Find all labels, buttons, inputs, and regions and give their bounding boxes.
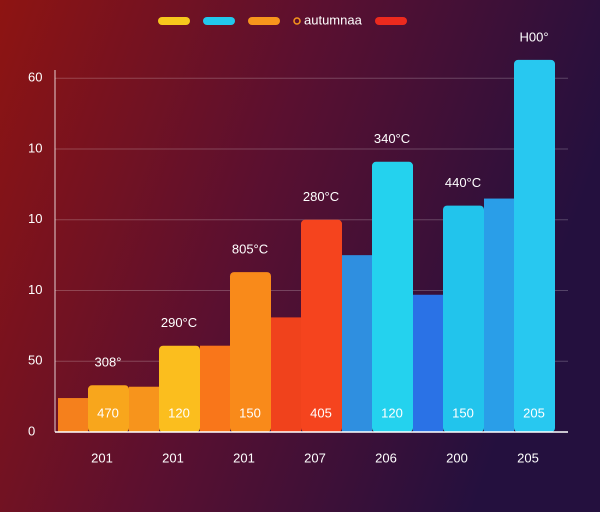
x-tick-label: 207 xyxy=(304,450,326,465)
bar xyxy=(58,398,88,432)
inner-label: 150 xyxy=(452,405,474,420)
legend-marker xyxy=(293,17,301,25)
y-tick-label: 60 xyxy=(28,70,42,85)
bar xyxy=(484,198,514,432)
bar-label: H00° xyxy=(519,29,548,44)
inner-label: 150 xyxy=(239,405,261,420)
inner-label: 470 xyxy=(97,405,119,420)
x-tick-label: 201 xyxy=(233,450,255,465)
bar xyxy=(443,205,484,432)
bar xyxy=(413,294,443,432)
inner-label: 405 xyxy=(310,405,332,420)
legend-swatch xyxy=(248,17,280,25)
bar-label: 280°C xyxy=(303,189,339,204)
bar xyxy=(159,345,200,432)
x-tick-label: 201 xyxy=(162,450,184,465)
inner-label: 120 xyxy=(381,405,403,420)
inner-label: 120 xyxy=(168,405,190,420)
y-tick-label: 10 xyxy=(28,140,42,155)
y-tick-label: 10 xyxy=(28,211,42,226)
legend-swatch xyxy=(375,17,407,25)
bar-label: 440°C xyxy=(445,175,481,190)
bar xyxy=(342,255,372,432)
bar xyxy=(129,386,159,432)
inner-label: 205 xyxy=(523,405,545,420)
bar xyxy=(372,161,413,432)
bar xyxy=(200,345,230,432)
x-tick-label: 201 xyxy=(91,450,113,465)
x-tick-label: 205 xyxy=(517,450,539,465)
y-tick-label: 0 xyxy=(28,423,35,438)
legend-swatch xyxy=(203,17,235,25)
bar xyxy=(230,272,271,432)
x-tick-label: 200 xyxy=(446,450,468,465)
bar xyxy=(514,59,555,432)
bar xyxy=(88,385,129,432)
bar-label: 290°C xyxy=(161,315,197,330)
legend-label: autumnaa xyxy=(304,12,363,27)
bar xyxy=(271,317,301,432)
bar xyxy=(301,219,342,432)
legend-swatch xyxy=(158,17,190,25)
bar-label: 805°C xyxy=(232,242,268,257)
y-tick-label: 50 xyxy=(28,353,42,368)
bar-label: 308° xyxy=(95,355,122,370)
x-tick-label: 206 xyxy=(375,450,397,465)
bar-label: 340°C xyxy=(374,131,410,146)
y-tick-label: 10 xyxy=(28,282,42,297)
